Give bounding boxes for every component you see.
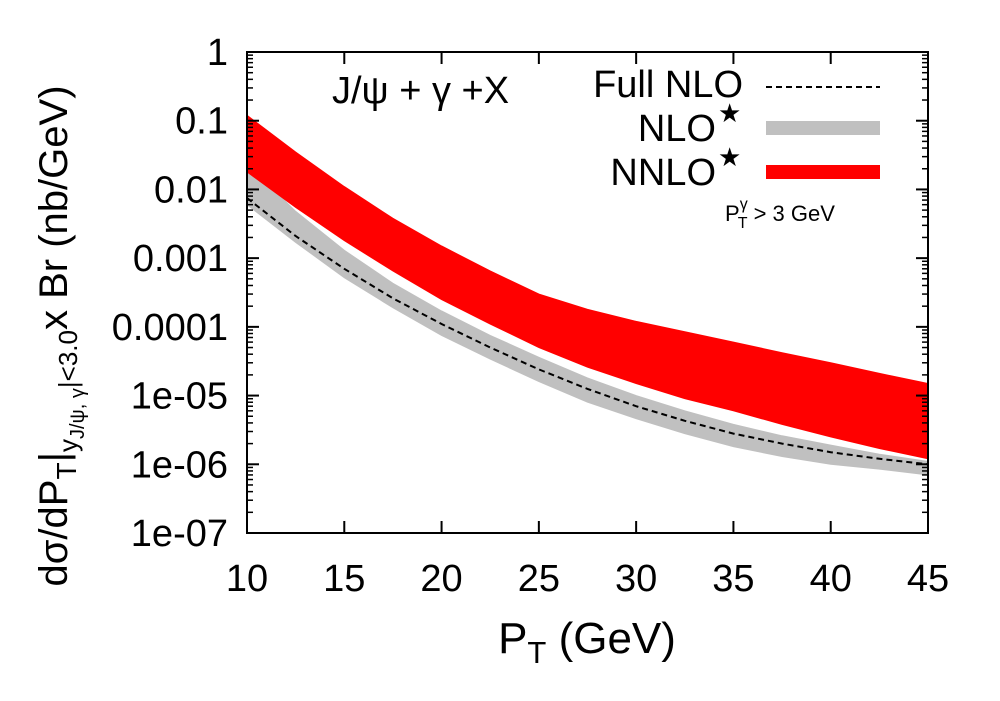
x-tick-label: 40 — [810, 558, 852, 600]
star-icon: ★ — [718, 142, 741, 172]
legend-label-nnlo: NNLO — [610, 152, 716, 194]
x-tick-label: 45 — [907, 558, 949, 600]
legend-label-full-nlo: Full NLO — [593, 64, 743, 106]
y-tick-label: 0.001 — [133, 238, 228, 280]
ticks-layer — [247, 52, 928, 533]
y-tick-label: 0.0001 — [112, 307, 228, 349]
x-tick-label: 25 — [518, 558, 560, 600]
y-tick-label: 0.01 — [154, 169, 228, 211]
legend: Full NLO NLO ★ NNLO ★ — [593, 64, 880, 194]
y-tick-label: 1e-05 — [131, 376, 228, 418]
star-icon: ★ — [718, 98, 741, 128]
y-tick-label: 1e-06 — [131, 444, 228, 486]
x-tick-label: 20 — [420, 558, 462, 600]
x-tick-label: 30 — [615, 558, 657, 600]
x-tick-label: 35 — [712, 558, 754, 600]
x-axis-label: PT (GeV) — [498, 614, 676, 670]
y-tick-label: 0.1 — [175, 101, 228, 143]
plot-frame — [246, 51, 929, 534]
y-tick-label: 1 — [207, 32, 228, 74]
lines-layer — [246, 197, 929, 466]
y-tick-label: 1e-07 — [131, 513, 228, 555]
process-annotation: J/ψ + γ +X — [332, 70, 509, 112]
x-tick-label: 10 — [226, 558, 268, 600]
x-tick-label: 15 — [323, 558, 365, 600]
legend-label-nlo: NLO — [638, 108, 716, 150]
line-full-nlo — [246, 197, 929, 466]
cut-annotation: Pγ T > 3 GeV — [725, 196, 835, 232]
tick-labels-layer: 10 15 20 25 30 35 40 45 1 0.1 0.01 0.001 0.0001 1e-05… — [112, 32, 949, 600]
y-axis-label: dσ/dPT|yJ/ψ, γ|<3.0x Br (nb/GeV) — [32, 85, 89, 586]
